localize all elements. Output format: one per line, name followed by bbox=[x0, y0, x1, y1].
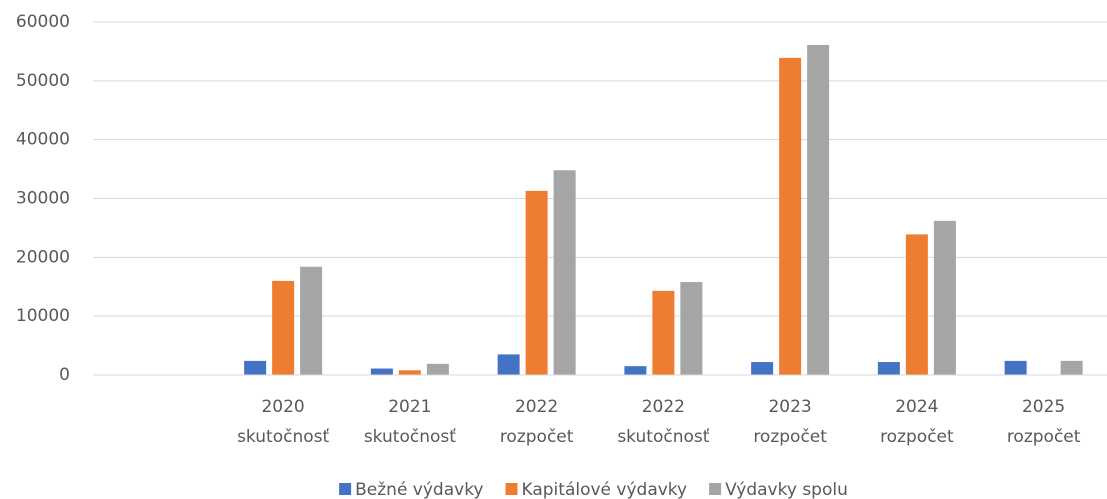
x-tick-label: 2020 skutočnosť bbox=[237, 397, 329, 447]
x-tick-label: 2024 rozpočet bbox=[880, 397, 954, 447]
legend: Bežné výdavky Kapitálové výdavky Výdavky s… bbox=[339, 480, 848, 499]
bar bbox=[370, 368, 393, 375]
bar bbox=[624, 366, 647, 375]
legend-label: Bežné výdavky bbox=[355, 480, 483, 499]
x-tick-label: 2022 skutočnosť bbox=[617, 397, 709, 447]
legend-swatch bbox=[709, 483, 722, 495]
bar bbox=[244, 360, 267, 375]
bar bbox=[877, 362, 900, 375]
bar bbox=[779, 57, 802, 375]
bar bbox=[680, 282, 703, 375]
x-tick-label: 2021 skutočnosť bbox=[364, 397, 456, 447]
bar bbox=[905, 234, 928, 375]
bar bbox=[497, 354, 520, 375]
y-tick-label: 10000 bbox=[16, 306, 70, 326]
bar bbox=[398, 370, 421, 375]
legend-label: Výdavky spolu bbox=[725, 480, 848, 499]
y-tick-label: 30000 bbox=[16, 189, 70, 209]
bar bbox=[1004, 360, 1027, 375]
bar bbox=[553, 170, 576, 375]
bar bbox=[426, 363, 449, 375]
bar bbox=[807, 44, 830, 375]
bar bbox=[652, 290, 675, 375]
bar bbox=[1060, 360, 1083, 375]
legend-swatch bbox=[339, 483, 352, 495]
bar bbox=[525, 190, 548, 375]
y-tick-label: 20000 bbox=[16, 247, 70, 267]
y-tick-label: 50000 bbox=[16, 71, 70, 91]
x-tick-label: 2025 rozpočet bbox=[1007, 397, 1081, 447]
legend-label: Kapitálové výdavky bbox=[522, 480, 688, 499]
y-tick-label: 40000 bbox=[16, 130, 70, 150]
bar bbox=[751, 362, 774, 375]
x-tick-label: 2022 rozpočet bbox=[500, 397, 574, 447]
x-tick-label: 2023 rozpočet bbox=[753, 397, 827, 447]
bar bbox=[300, 266, 323, 375]
bar bbox=[272, 280, 295, 375]
y-tick-label: 0 bbox=[59, 365, 70, 385]
y-tick-label: 60000 bbox=[16, 12, 70, 32]
bar bbox=[933, 220, 956, 375]
legend-swatch bbox=[505, 483, 518, 495]
